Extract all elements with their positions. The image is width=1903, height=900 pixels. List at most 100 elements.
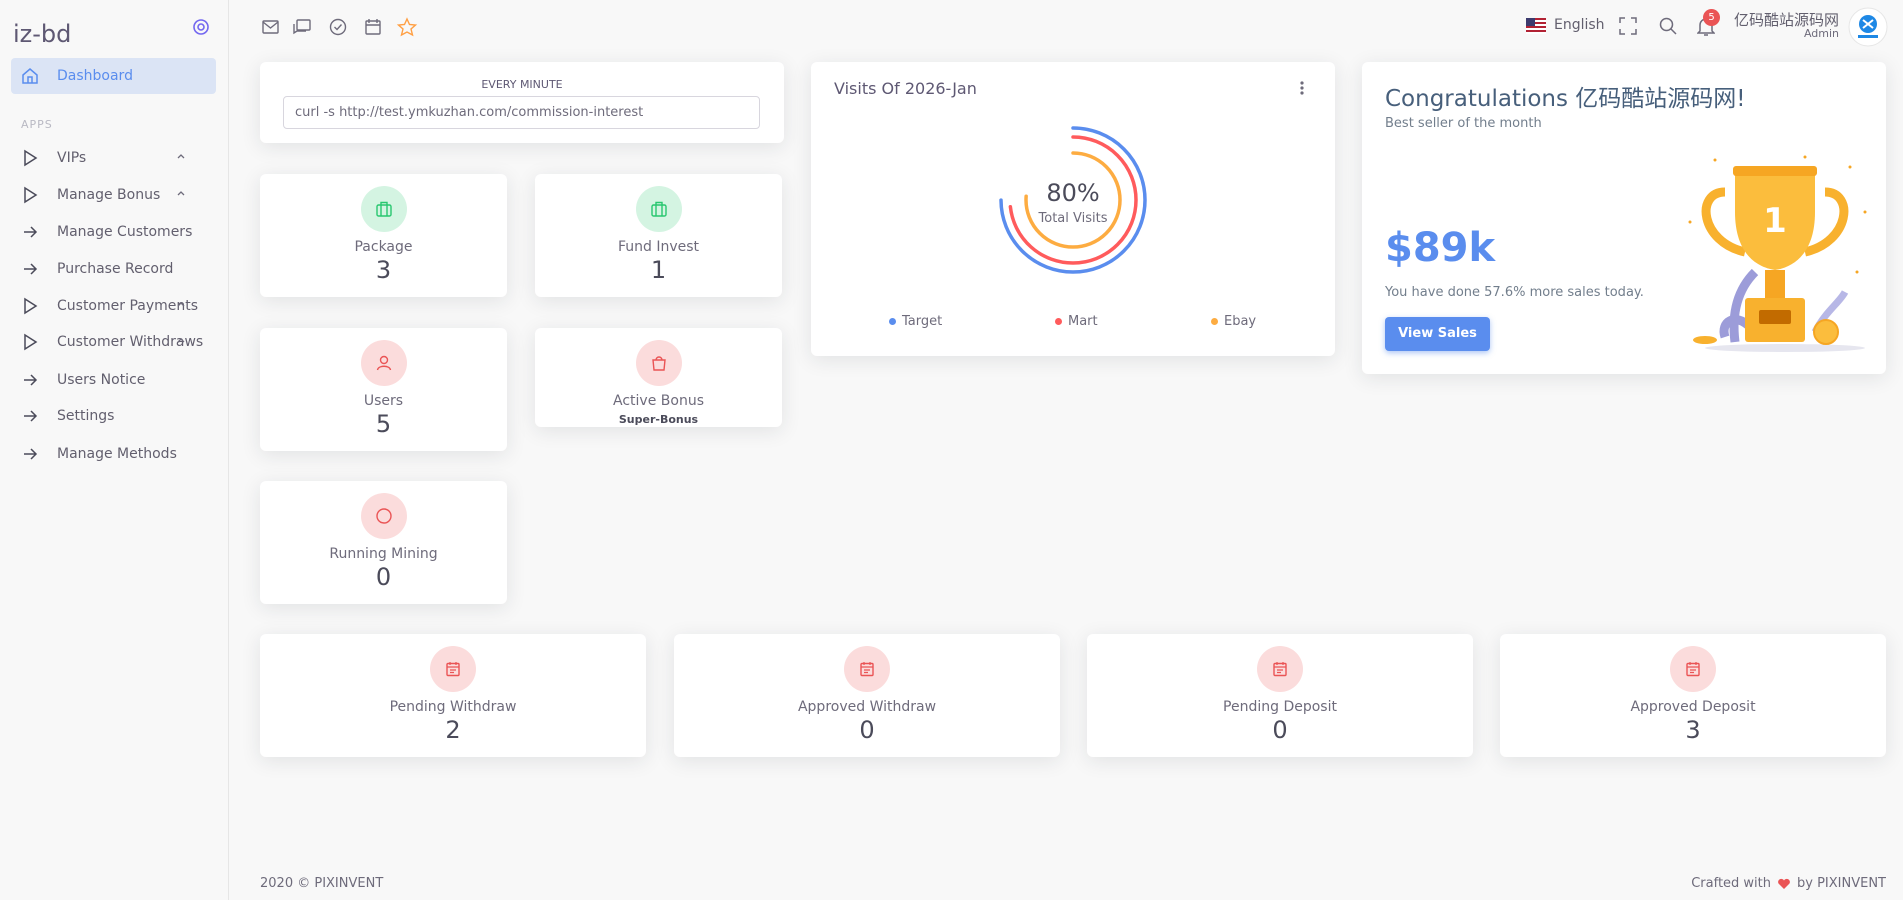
visits-card: Visits Of 2026-Jan 80% Total Visits Targ… (811, 62, 1335, 356)
nav-icon (24, 374, 38, 386)
nav-item[interactable]: Manage Methods (11, 436, 216, 472)
user-name[interactable]: 亿码酷站源码网 (1733, 11, 1839, 29)
chevron (177, 154, 185, 159)
stat-label: Pending Deposit (1223, 699, 1337, 715)
stat-value: Super-Bonus (618, 413, 699, 426)
legend-label: Mart (1068, 314, 1098, 329)
stat-icon (635, 340, 682, 386)
nav-dashboard[interactable]: Dashboard (11, 58, 216, 94)
chevron (177, 302, 185, 307)
stat-icon (360, 340, 407, 386)
nav-icon (24, 297, 38, 315)
congrats-card: Congratulations 亿码酷站源码网! Best seller of … (1362, 62, 1886, 374)
congrats-subtitle: Best seller of the month (1385, 116, 1542, 131)
stat-value: 1 (650, 256, 667, 284)
stat-icon (360, 493, 407, 539)
nav-label: Manage Customers (57, 224, 193, 240)
bookmark-icon[interactable] (396, 17, 418, 37)
collapse-toggle[interactable] (192, 18, 210, 36)
stat-icon (360, 186, 407, 232)
stat-value: 0 (375, 563, 392, 591)
icon (860, 662, 874, 677)
nav-item[interactable]: Manage Bonus (11, 177, 216, 213)
stat-value: 3 (375, 256, 392, 284)
nav-icon (24, 263, 38, 275)
radial-center-label: Total Visits (1038, 211, 1108, 226)
stat-label: Package (354, 239, 413, 255)
sidebar: iz-bd Dashboard APPS VIPs Manage Bonus Man… (0, 0, 229, 900)
stat-card: Approved Withdraw 0 (674, 634, 1060, 757)
nav-item[interactable]: Purchase Record (11, 251, 216, 287)
stat-card: Package 3 (260, 174, 507, 297)
nav-item[interactable]: Users Notice (11, 362, 216, 398)
stat-label: Fund Invest (617, 239, 700, 255)
flag-icon (1526, 18, 1546, 34)
footer-by[interactable]: by PIXINVENT (1797, 876, 1886, 891)
nav-item[interactable]: VIPs (11, 140, 216, 176)
stat-card: Pending Withdraw 2 (260, 634, 646, 757)
icon (651, 356, 666, 371)
language-selector[interactable]: English (1554, 17, 1605, 33)
stat-card: Fund Invest 1 (535, 174, 782, 297)
icon (446, 662, 460, 677)
nav-icon (24, 448, 38, 460)
stat-card: Running Mining 0 (260, 481, 507, 604)
user-role: Admin (1803, 27, 1839, 40)
user-avatar[interactable] (1848, 7, 1888, 47)
icon (375, 508, 392, 524)
svg-text:1: 1 (1763, 201, 1787, 241)
nav-label: Manage Bonus (57, 187, 161, 203)
stat-label: Active Bonus (613, 393, 704, 409)
nav-icon (24, 333, 38, 351)
nav-icon (24, 149, 38, 167)
stat-value: 5 (375, 410, 392, 438)
stat-label: Approved Deposit (1630, 699, 1756, 715)
nav-item[interactable]: Customer Payments (11, 288, 216, 324)
more-menu[interactable] (1299, 80, 1305, 96)
stat-value: 0 (1272, 716, 1288, 744)
fullscreen-button[interactable] (1619, 17, 1637, 35)
stat-value: 2 (445, 716, 461, 744)
search-button[interactable] (1659, 17, 1677, 35)
mail-icon[interactable] (262, 20, 279, 34)
top-icons (262, 17, 418, 37)
todo-icon[interactable] (329, 18, 347, 36)
radial-center-value: 80% (1046, 179, 1100, 207)
calendar-icon[interactable] (365, 20, 381, 35)
view-sales-button[interactable]: View Sales (1385, 317, 1490, 351)
nav-item[interactable]: Customer Withdraws (11, 324, 216, 360)
chevron (177, 191, 185, 196)
legend-item: Mart (1055, 314, 1098, 329)
nav-label: Manage Methods (57, 446, 177, 462)
legend-item: Ebay (1211, 314, 1256, 329)
nav-label: Dashboard (57, 68, 133, 84)
stat-label: Users (363, 393, 404, 409)
cron-card: EVERY MINUTE curl -s http://test.ymkuzha… (260, 62, 784, 143)
nav-item[interactable]: Settings (11, 398, 216, 434)
icon (375, 201, 392, 217)
nav-label: Users Notice (57, 372, 146, 388)
chat-icon[interactable] (296, 19, 311, 31)
nav-label: Settings (57, 408, 115, 424)
legend-dot (1211, 318, 1218, 325)
stat-value: 0 (859, 716, 875, 744)
stat-icon (1257, 646, 1303, 692)
chevron (177, 338, 185, 343)
nav-label: Purchase Record (57, 261, 174, 277)
radial-chart (999, 126, 1147, 274)
icon (376, 355, 391, 371)
nav-icon (24, 410, 38, 422)
stat-card: Approved Deposit 3 (1500, 634, 1886, 757)
footer-crafted: Crafted with (1691, 876, 1771, 891)
stat-card: Users 5 (260, 328, 507, 451)
cron-command[interactable]: curl -s http://test.ymkuzhan.com/commiss… (283, 96, 760, 129)
notification-badge: 5 (1703, 9, 1720, 26)
stat-label: Running Mining (329, 546, 438, 562)
legend-item: Target (889, 314, 942, 329)
home-icon (22, 68, 38, 84)
nav-item[interactable]: Manage Customers (11, 214, 216, 250)
legend-label: Ebay (1224, 314, 1257, 329)
cron-label: EVERY MINUTE (481, 78, 563, 91)
brand[interactable]: iz-bd (13, 20, 72, 48)
legend-dot (889, 318, 896, 325)
